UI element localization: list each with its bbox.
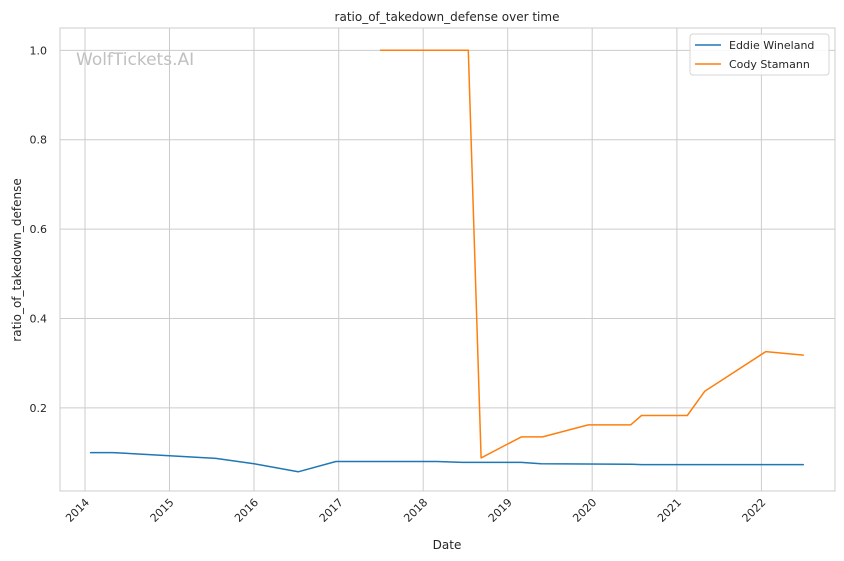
series-line-cody-stamann [379,49,805,459]
series-layer [89,49,805,473]
y-axis-label: ratio_of_takedown_defense [10,178,24,341]
y-tick-label: 0.2 [30,402,48,415]
legend-box [689,33,830,76]
y-tick-label: 0.8 [30,134,48,147]
chart-title: ratio_of_takedown_defense over time [335,10,560,24]
watermark: WolfTickets.AI [76,50,194,70]
y-tick-label: 0.6 [30,223,48,236]
plot-area [59,27,836,492]
legend-label: Cody Stamann [729,58,810,71]
x-axis-label: Date [433,538,462,552]
legend-label: Eddie Wineland [729,39,814,52]
y-tick-label: 1.0 [30,44,48,57]
y-tick-label: 0.4 [30,312,48,325]
y-axis-ticks: 0.2 0.4 0.6 0.8 1.0 [30,44,48,415]
series-line-eddie-wineland [89,451,805,473]
legend: Eddie Wineland Cody Stamann [689,33,830,76]
